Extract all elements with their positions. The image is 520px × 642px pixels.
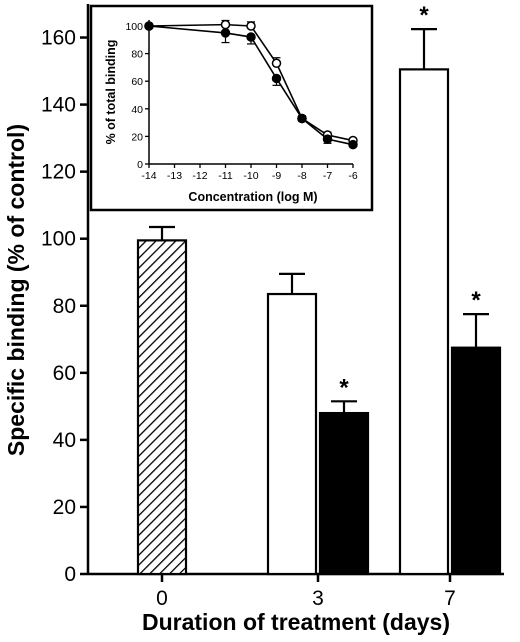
inset-y-tick-label: 80 <box>131 49 143 61</box>
inset-x-axis-label: Concentration (log M) <box>188 190 317 204</box>
main-y-tick-label: 80 <box>53 295 76 318</box>
inset-x-ticks: -14 -13 -12 -11 -10 -9 -8 -7 -6 <box>141 164 358 182</box>
inset-x-tick-label: -9 <box>272 170 281 182</box>
inset-y-tick-label: 20 <box>131 131 143 143</box>
inset-point-filled <box>271 73 282 84</box>
main-y-tick-label: 20 <box>53 496 76 519</box>
inset-x-tick-label: -7 <box>323 170 332 182</box>
inset-point-open <box>271 58 282 69</box>
bar-day-7-white <box>398 68 450 576</box>
inset-y-tick-label: 60 <box>131 76 143 88</box>
significance-marker: * <box>339 374 349 401</box>
inset-y-tick-label: 100 <box>125 21 143 33</box>
inset-frame <box>89 4 374 212</box>
significance-marker: * <box>419 2 429 29</box>
main-y-tick-label: 0 <box>64 563 76 586</box>
significance-marker: * <box>471 287 481 314</box>
inset-x-tick-label: -6 <box>348 170 357 182</box>
main-x-tick-label: 0 <box>156 587 168 610</box>
bar-day-3-black <box>318 411 370 576</box>
main-x-tick-label: 7 <box>444 587 456 610</box>
main-y-tick-label: 140 <box>41 94 76 117</box>
inset-x-tick-label: -12 <box>192 170 207 182</box>
inset-x-tick-label: -13 <box>167 170 182 182</box>
inset-x-tick-label: -11 <box>218 170 233 182</box>
bar-day-3-white <box>266 292 318 576</box>
inset-point-filled <box>297 113 307 124</box>
main-bars: * * * <box>136 2 502 576</box>
main-y-tick-label: 160 <box>41 27 76 50</box>
inset-point-filled <box>220 28 231 38</box>
main-x-tick-label: 3 <box>312 587 324 610</box>
main-bar-chart: 0 20 40 60 80 100 120 140 160 0 3 7 * * * Duration o… <box>3 2 504 635</box>
main-x-axis-label: Duration of treatment (days) <box>142 609 450 635</box>
inset-point-filled <box>246 32 256 42</box>
inset-point-filled <box>144 21 154 31</box>
main-x-ticks: 0 3 7 <box>156 574 456 610</box>
main-y-tick-label: 100 <box>41 228 76 251</box>
inset-series <box>144 19 358 150</box>
inset-point-open <box>220 19 231 30</box>
inset-point-open <box>246 21 256 31</box>
main-y-tick-label: 120 <box>41 161 76 184</box>
inset-x-tick-label: -10 <box>243 170 258 182</box>
inset-line-chart: 0 20 40 60 80 100 -14 -13 -12 -11 -10 -9 -8 -7 -6 Con… <box>89 4 374 212</box>
inset-point-filled <box>348 139 358 150</box>
main-y-axis-label: Specific binding (% of control) <box>3 124 29 456</box>
main-y-ticks: 0 20 40 60 80 100 120 140 160 <box>41 27 88 586</box>
main-y-tick-label: 60 <box>53 362 76 385</box>
inset-y-axis-label: % of total binding <box>104 40 118 145</box>
inset-y-ticks: 0 20 40 60 80 100 <box>125 21 149 171</box>
inset-y-tick-label: 0 <box>137 159 143 171</box>
bar-day-0-hatched <box>136 239 188 576</box>
inset-point-filled <box>322 134 333 144</box>
inset-x-tick-label: -14 <box>141 170 156 182</box>
main-y-tick-label: 40 <box>53 429 76 452</box>
inset-y-tick-label: 40 <box>131 104 143 116</box>
bar-day-7-black <box>450 346 502 576</box>
inset-x-tick-label: -8 <box>297 170 306 182</box>
